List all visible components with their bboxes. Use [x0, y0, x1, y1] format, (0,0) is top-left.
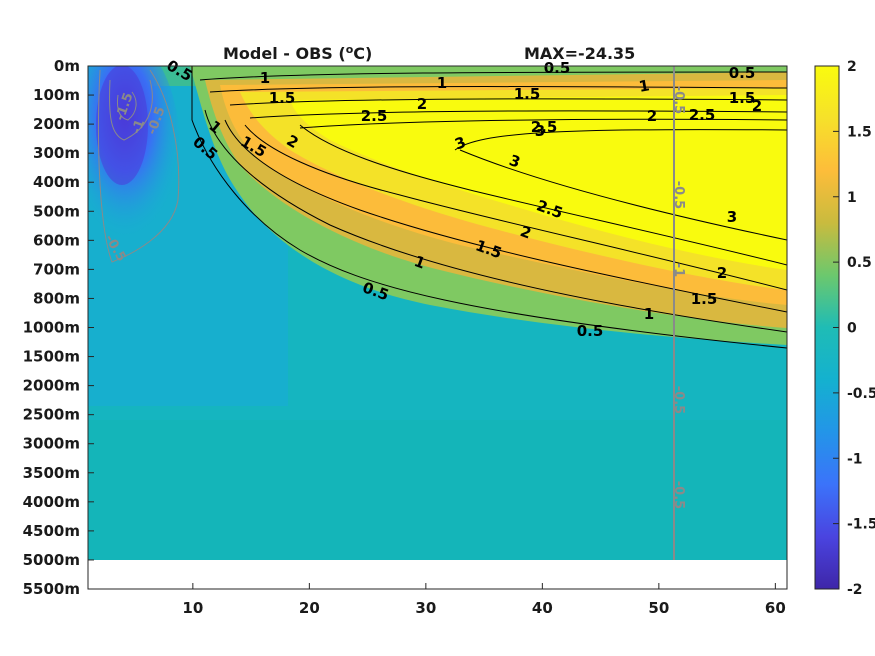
contour-label-negative: -0.5	[671, 86, 686, 114]
contour-2	[244, 124, 787, 291]
contour-top-2	[249, 110, 787, 119]
contour-label-negative: -0.5	[671, 481, 686, 509]
contour-label-negative: -0.5	[671, 181, 686, 209]
contour-label: 1	[260, 69, 270, 87]
contour-label-negative: -1	[129, 117, 148, 136]
y-tick-label: 3500m	[23, 464, 80, 482]
y-tick-label: 500m	[33, 202, 80, 220]
x-tick-label: 20	[299, 599, 320, 617]
y-tick-label: 300m	[33, 144, 80, 162]
y-tick-label: 100m	[33, 86, 80, 104]
x-tick-label: 30	[415, 599, 436, 617]
contour-label: 2	[752, 97, 762, 115]
x-tick-label: 10	[182, 599, 203, 617]
contour-neg-0.5	[98, 69, 180, 263]
contour-top-2.5	[299, 118, 787, 129]
contour-1.5	[224, 119, 787, 313]
heatmap-field	[88, 66, 787, 560]
contour-top-1.5	[229, 98, 787, 106]
contour-neg-1.5	[117, 91, 137, 121]
contour-label: 2	[417, 95, 427, 113]
y-tick-label: 4000m	[23, 493, 80, 511]
contour-top-3	[454, 129, 787, 151]
colorbar-tick-label: 1.5	[847, 124, 872, 140]
x-tick-label: 40	[532, 599, 553, 617]
contour-0.5	[191, 66, 787, 349]
colorbar-tick-label: -1	[847, 451, 863, 467]
contour-label: 2.5	[361, 107, 388, 125]
colorbar-tick-label: -0.5	[847, 386, 875, 402]
contour-label: 1	[644, 305, 654, 323]
y-tick-label: 0m	[54, 57, 80, 75]
y-tick-label: 800m	[33, 289, 80, 307]
contours-negative	[98, 69, 180, 263]
contour-top-0.5	[199, 71, 787, 81]
colorbar-tick-label: 1	[847, 190, 857, 206]
y-tick-label: 1000m	[23, 319, 80, 337]
y-tick-label: 200m	[33, 115, 80, 133]
colorbar-tick-label: 0	[847, 321, 857, 337]
contour-1	[204, 109, 787, 333]
contour-label: 2.5	[531, 118, 558, 136]
colorbar-ticks: 2 1.5 1 0.5 0 -0.5 -1 -1.5 -2	[833, 59, 875, 598]
contour-label: 1.5	[269, 89, 296, 107]
heatmap-deep-layer	[88, 420, 787, 560]
contour-label: 2	[717, 264, 727, 282]
colorbar-tick-label: 0.5	[847, 255, 872, 271]
y-tick-label: 4500m	[23, 522, 80, 540]
y-axis-ticks: 0m 100m 200m 300m 400m 500m 600m 700m 800m 1000m 1…	[23, 57, 94, 598]
contour-label: 2.5	[689, 106, 716, 124]
contour-label: 3	[727, 208, 737, 226]
contour-label: 1	[637, 76, 650, 96]
y-tick-label: 600m	[33, 231, 80, 249]
contour-neg-1	[109, 79, 153, 141]
contour-label: 0.5	[544, 59, 571, 77]
contour-label: 0.5	[577, 322, 604, 340]
x-tick-label: 50	[648, 599, 669, 617]
y-tick-label: 2000m	[23, 377, 80, 395]
heatmap-warm-core	[290, 95, 787, 270]
contour-label: 3	[535, 122, 545, 140]
contour-label: 2	[647, 107, 657, 125]
contour-label: 1.5	[729, 89, 756, 107]
y-tick-label: 2500m	[23, 406, 80, 424]
colorbar-tick-label: 2	[847, 59, 857, 75]
contour-3	[459, 149, 787, 241]
y-tick-label: 700m	[33, 260, 80, 278]
contour-label: 0.5	[729, 64, 756, 82]
contour-label-negative: -1	[671, 263, 686, 277]
y-tick-label: 3000m	[23, 435, 80, 453]
contour-label: 1	[437, 74, 447, 92]
y-tick-label: 1500m	[23, 348, 80, 366]
heatmap-cold-core	[96, 66, 148, 185]
chart-title: Model - OBS (oC)	[223, 43, 372, 63]
x-tick-label: 60	[765, 599, 786, 617]
contour-label-negative: -0.5	[671, 386, 686, 414]
max-annotation: MAX=-24.35	[524, 44, 635, 63]
contours-positive	[191, 66, 787, 349]
contour-2.5	[299, 124, 787, 266]
colorbar-tick-label: -2	[847, 582, 863, 598]
contour-label: 1.5	[691, 290, 718, 308]
contour-top-1	[209, 86, 787, 93]
colorbar-tick-label: -1.5	[847, 517, 875, 533]
x-axis-ticks: 10 20 30 40 50 60	[182, 583, 786, 617]
y-tick-label: 400m	[33, 173, 80, 191]
y-tick-label: 5000m	[23, 551, 80, 569]
contour-label: 1.5	[514, 85, 541, 103]
y-tick-label: 5500m	[23, 580, 80, 598]
